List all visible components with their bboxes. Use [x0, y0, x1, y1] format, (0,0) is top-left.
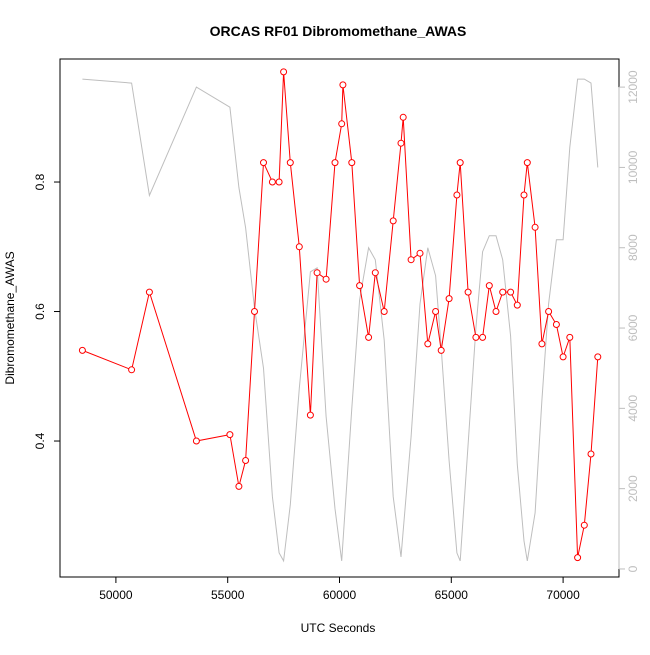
- y-tick-label: 0.8: [33, 173, 47, 190]
- data-point: [295, 243, 303, 251]
- data-point: [407, 256, 415, 264]
- x-tick-label: 55000: [211, 588, 245, 602]
- data-point: [322, 275, 330, 283]
- y2-tick-label: 4000: [626, 395, 640, 422]
- data-point: [365, 333, 373, 341]
- data-point: [538, 340, 546, 348]
- data-point: [286, 159, 294, 167]
- data-point: [453, 191, 461, 199]
- data-point: [235, 482, 243, 490]
- data-point: [499, 288, 507, 296]
- data-point: [356, 282, 364, 290]
- x-tick-label: 50000: [99, 588, 133, 602]
- data-point: [280, 68, 288, 76]
- x-axis-label: UTC Seconds: [301, 621, 376, 635]
- data-point: [306, 411, 314, 419]
- data-point: [445, 295, 453, 303]
- data-point: [513, 301, 521, 309]
- data-point: [145, 288, 153, 296]
- data-point: [242, 457, 250, 464]
- data-point: [559, 353, 567, 361]
- y2-tick-label: 12000: [626, 70, 640, 104]
- data-point: [545, 308, 553, 315]
- data-point: [507, 288, 515, 296]
- primary-series-layer: [78, 68, 602, 562]
- data-point: [574, 554, 582, 562]
- secondary-series-line: [82, 78, 599, 563]
- y2-tick-label: 10000: [626, 150, 640, 184]
- data-point: [397, 139, 405, 147]
- data-point: [464, 288, 472, 296]
- data-point: [416, 249, 424, 257]
- x-tick-label: 65000: [435, 588, 469, 602]
- data-point: [260, 159, 267, 167]
- data-point: [389, 217, 397, 225]
- axes-layer: 50000 55000 60000 65000 70000 0.4 0.6 0.8 0 2000 4…: [33, 58, 640, 602]
- data-point: [339, 81, 347, 89]
- y2-tick-label: 6000: [626, 314, 640, 341]
- data-point: [437, 346, 445, 354]
- data-point: [523, 159, 531, 167]
- data-point: [399, 113, 407, 121]
- y2-tick-label: 0: [626, 565, 640, 572]
- data-point: [251, 308, 258, 315]
- data-point: [552, 321, 560, 328]
- chart-title: ORCAS RF01 Dibromomethane_AWAS: [210, 23, 467, 39]
- data-point: [520, 191, 528, 199]
- data-point: [78, 346, 86, 354]
- secondary-series-layer: [82, 78, 599, 563]
- data-point: [456, 159, 464, 167]
- data-point: [226, 431, 234, 439]
- data-point: [338, 120, 346, 128]
- data-point: [424, 340, 432, 348]
- y-tick-label: 0.6: [33, 303, 47, 320]
- x-tick-label: 60000: [323, 588, 357, 602]
- data-point: [128, 366, 136, 374]
- data-point: [594, 353, 602, 361]
- data-point: [432, 308, 440, 315]
- data-point: [531, 223, 539, 231]
- y2-tick-label: 8000: [626, 234, 640, 261]
- y2-tick-label: 2000: [626, 475, 640, 502]
- data-point: [587, 450, 595, 458]
- data-point: [268, 178, 276, 186]
- data-point: [492, 308, 500, 315]
- data-point: [275, 178, 283, 186]
- y-tick-label: 0.4: [33, 432, 47, 449]
- data-point: [348, 159, 356, 167]
- data-point: [472, 333, 480, 341]
- data-point: [485, 282, 493, 290]
- data-point: [566, 333, 574, 341]
- y-axis-label: Dibromomethane_AWAS: [3, 251, 17, 384]
- data-point: [380, 308, 388, 315]
- data-point: [580, 521, 588, 529]
- x-tick-label: 70000: [546, 588, 580, 602]
- data-point: [192, 437, 200, 445]
- data-point: [331, 159, 339, 167]
- data-point: [371, 269, 379, 277]
- data-point: [313, 269, 321, 277]
- data-point: [479, 333, 487, 341]
